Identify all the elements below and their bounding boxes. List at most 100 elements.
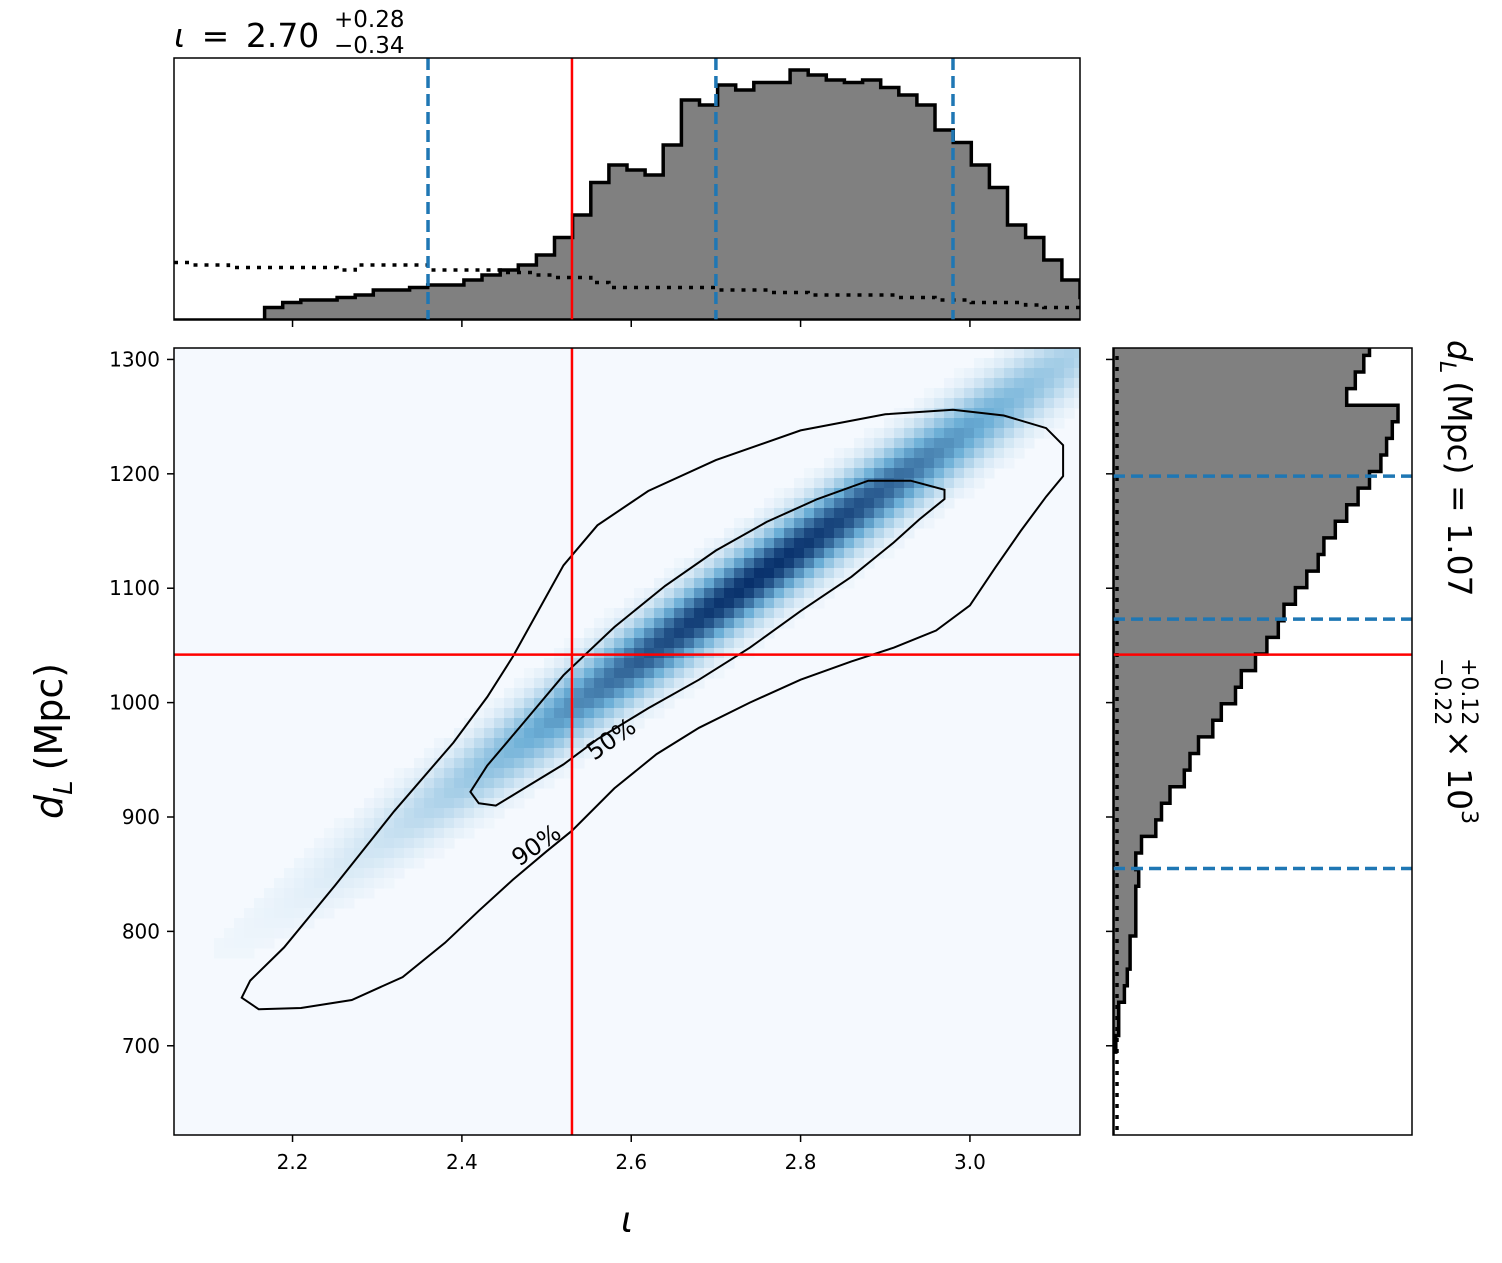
right-title-exponent: 3 — [1456, 810, 1481, 824]
density-cell — [994, 378, 1005, 389]
density-cell — [574, 738, 585, 749]
density-cell — [664, 698, 675, 709]
density-cell — [874, 478, 885, 489]
density-cell — [884, 418, 895, 429]
density-cell — [264, 898, 275, 909]
density-cell — [434, 768, 445, 779]
density-cell — [484, 728, 495, 739]
density-cell — [794, 568, 805, 579]
density-cell — [584, 738, 595, 749]
top-title-plus: +0.28 — [334, 7, 404, 33]
density-cell — [674, 668, 685, 679]
density-cell — [544, 658, 555, 669]
density-cell — [424, 748, 435, 759]
density-cell — [934, 448, 945, 459]
density-cell — [784, 508, 795, 519]
density-cell — [1014, 368, 1025, 379]
density-cell — [924, 418, 935, 429]
density-cell — [794, 558, 805, 569]
density-cell — [384, 878, 395, 889]
density-cell — [384, 808, 395, 819]
density-cell — [634, 678, 645, 689]
density-cell — [374, 788, 385, 799]
density-cell — [594, 678, 605, 689]
density-cell — [714, 648, 725, 659]
density-cell — [594, 618, 605, 629]
density-cell — [724, 588, 735, 599]
density-cell — [424, 818, 435, 829]
density-cell — [894, 428, 905, 439]
density-cell — [594, 648, 605, 659]
density-cell — [524, 778, 535, 789]
density-cell — [464, 808, 475, 819]
density-cell — [924, 498, 935, 509]
density-cell — [444, 798, 455, 809]
density-cell — [1044, 388, 1055, 399]
density-cell — [284, 868, 295, 879]
density-cell — [674, 588, 685, 599]
density-cell — [494, 698, 505, 709]
density-cell — [514, 778, 525, 789]
density-cell — [254, 908, 265, 919]
density-cell — [674, 578, 685, 589]
density-cell — [624, 728, 635, 739]
density-cell — [624, 628, 635, 639]
density-cell — [264, 888, 275, 899]
density-cell — [694, 638, 705, 649]
density-cell — [274, 878, 285, 889]
density-cell — [684, 558, 695, 569]
density-cell — [684, 578, 695, 589]
density-cell — [354, 888, 365, 899]
density-cell — [624, 608, 635, 619]
density-cell — [574, 638, 585, 649]
density-cell — [904, 518, 915, 529]
density-cell — [384, 798, 395, 809]
density-cell — [724, 598, 735, 609]
top-title: ι = 2.70 — [174, 16, 319, 55]
density-cell — [814, 598, 825, 609]
density-cell — [724, 608, 735, 619]
density-cell — [684, 618, 695, 629]
density-cell — [714, 608, 725, 619]
density-cell — [274, 928, 285, 939]
density-cell — [394, 838, 405, 849]
density-cell — [264, 908, 275, 919]
density-cell — [334, 848, 345, 859]
density-cell — [424, 778, 435, 789]
density-cell — [854, 468, 865, 479]
density-cell — [774, 578, 785, 589]
density-cell — [754, 638, 765, 649]
density-cell — [384, 788, 395, 799]
density-cell — [554, 748, 565, 759]
density-cell — [994, 348, 1005, 359]
density-cell — [874, 508, 885, 519]
density-cell — [1004, 408, 1015, 419]
density-cell — [564, 738, 575, 749]
density-cell — [874, 458, 885, 469]
density-cell — [244, 938, 255, 949]
density-cell — [544, 758, 555, 769]
density-cell — [514, 718, 525, 729]
density-cell — [444, 768, 455, 779]
density-cell — [654, 618, 665, 629]
density-cell — [634, 718, 645, 729]
density-cell — [924, 448, 935, 459]
density-cell — [874, 468, 885, 479]
density-cell — [1014, 348, 1025, 359]
density-cell — [514, 788, 525, 799]
density-cell — [754, 608, 765, 619]
density-cell — [374, 858, 385, 869]
density-cell — [934, 468, 945, 479]
density-cell — [1044, 428, 1055, 439]
density-cell — [834, 468, 845, 479]
density-cell — [214, 938, 225, 949]
density-cell — [454, 748, 465, 759]
density-cell — [834, 558, 845, 569]
density-cell — [744, 648, 755, 659]
density-cell — [1054, 408, 1065, 419]
density-cell — [834, 498, 845, 509]
density-cell — [294, 908, 305, 919]
density-cell — [484, 718, 495, 729]
density-cell — [804, 558, 815, 569]
density-cell — [614, 628, 625, 639]
